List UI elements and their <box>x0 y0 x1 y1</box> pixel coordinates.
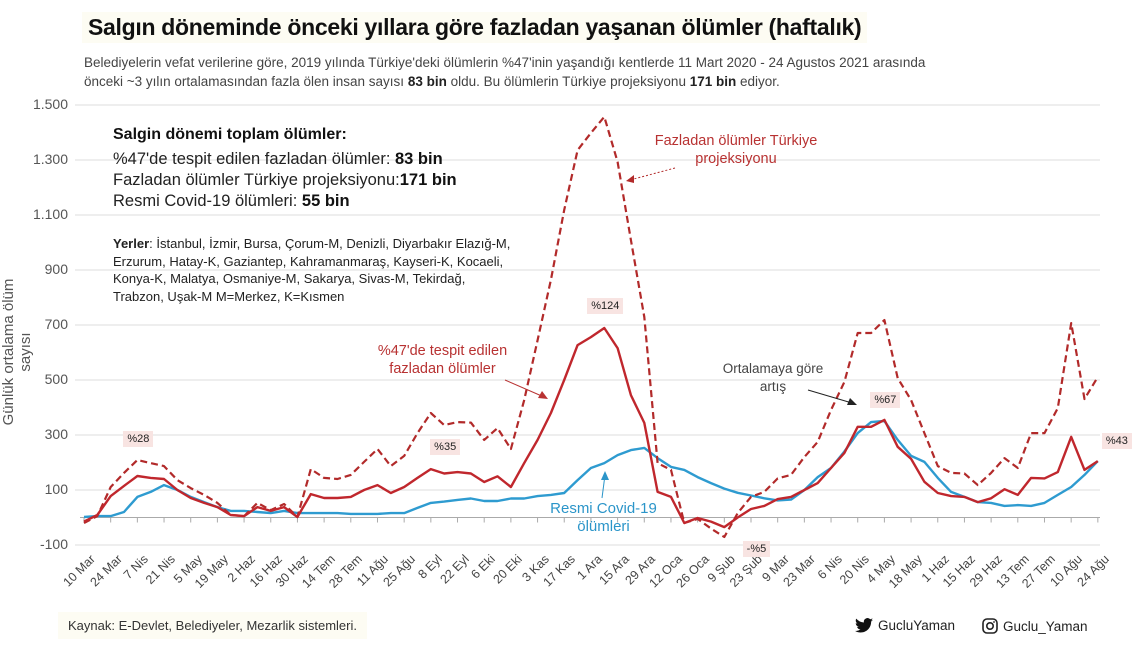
totals-official-value: 55 bin <box>301 192 350 210</box>
series-detected <box>83 326 1099 529</box>
twitter-handle[interactable]: GucluYaman <box>855 618 955 633</box>
annotation-official: Resmi Covid-19 ölümleri <box>550 500 657 535</box>
arrow-projection <box>629 167 676 181</box>
twitter-name: GucluYaman <box>878 618 956 633</box>
subtitle-line2c: oldu. Bu ölümlerin Türkiye projeksiyonu <box>446 74 690 89</box>
arrowhead-official <box>601 471 609 480</box>
series-projection <box>83 115 1099 539</box>
instagram-name: Guclu_Yaman <box>1003 618 1088 634</box>
totals-projection: Fazladan ölümler Türkiye projeksiyonu:17… <box>113 170 457 191</box>
pct-label: %124 <box>587 298 624 315</box>
arrowhead-projection <box>626 175 634 183</box>
totals-official-label: Resmi Covid-19 ölümleri: <box>113 192 302 210</box>
totals-detected-value: 83 bin <box>395 150 443 168</box>
y-axis-title: Günlük ortalama ölüm sayısı <box>0 278 34 426</box>
series-detected-points <box>83 328 1098 528</box>
annotation-projection: Fazladan ölümler Türkiye projeksiyonu <box>654 133 818 167</box>
pct-label: %28 <box>123 430 154 447</box>
totals-heading: Salgin dönemi toplam ölümler: <box>113 126 347 143</box>
pct-label: -%5 <box>742 541 771 558</box>
annotation-detected: %47'de tespit edilen fazladan ölümler <box>377 343 508 377</box>
subtitle-line2a: önceki ~3 yılın ortalamasından fazla öle… <box>84 74 408 89</box>
totals-detected: %47'de tespit edilen fazladan ölümler: 8… <box>113 149 457 170</box>
y-tick-label: 900 <box>44 261 68 277</box>
pct-label: %43 <box>1101 433 1132 450</box>
y-tick-label: 1.300 <box>32 151 68 167</box>
chart-title: Salgın döneminde önceki yıllara göre faz… <box>82 12 868 43</box>
chart-subtitle: Belediyelerin vefat verilerine göre, 201… <box>84 53 1074 91</box>
pct-label: %35 <box>430 439 461 456</box>
y-tick-label: 1.100 <box>32 206 68 222</box>
totals-official: Resmi Covid-19 ölümleri: 55 bin <box>113 191 457 212</box>
arrow-increase <box>807 389 853 404</box>
twitter-icon <box>855 618 873 633</box>
y-tick-label: -100 <box>39 536 68 552</box>
source-note: Kaynak: E-Devlet, Belediyeler, Mezarlik … <box>58 612 367 639</box>
totals-box: Salgin dönemi toplam ölümler: %47'de tes… <box>113 126 457 212</box>
arrow-detected <box>504 379 545 398</box>
totals-detected-label: %47'de tespit edilen fazladan ölümler: <box>113 150 395 168</box>
places-label: Yerler <box>113 236 150 251</box>
subtitle-171bin: 171 bin <box>689 74 737 89</box>
annotation-increase: Ortalamaya göre artış <box>722 361 824 394</box>
y-tick-label: 1.500 <box>32 96 68 112</box>
arrowhead-increase <box>847 398 857 405</box>
series-official <box>83 419 1099 519</box>
places-text: : İstanbul, İzmir, Bursa, Çorum-M, Deniz… <box>113 236 511 304</box>
subtitle-line1: Belediyelerin vefat verilerine göre, 201… <box>84 55 926 70</box>
pct-label: %67 <box>870 391 901 408</box>
instagram-icon <box>982 618 998 634</box>
y-tick-label: 300 <box>44 426 68 442</box>
arrowhead-detected <box>538 391 548 399</box>
totals-projection-value: 171 bin <box>399 171 457 189</box>
subtitle-line2e: ediyor. <box>736 74 780 89</box>
instagram-handle[interactable]: Guclu_Yaman <box>982 618 1088 634</box>
y-tick-label: 700 <box>44 316 68 332</box>
y-tick-label: 100 <box>44 481 68 497</box>
totals-projection-label: Fazladan ölümler Türkiye projeksiyonu: <box>113 171 400 189</box>
subtitle-83bin: 83 bin <box>407 74 447 89</box>
y-tick-label: 500 <box>44 371 68 387</box>
places-list: Yerler: İstanbul, İzmir, Bursa, Çorum-M,… <box>113 235 513 305</box>
